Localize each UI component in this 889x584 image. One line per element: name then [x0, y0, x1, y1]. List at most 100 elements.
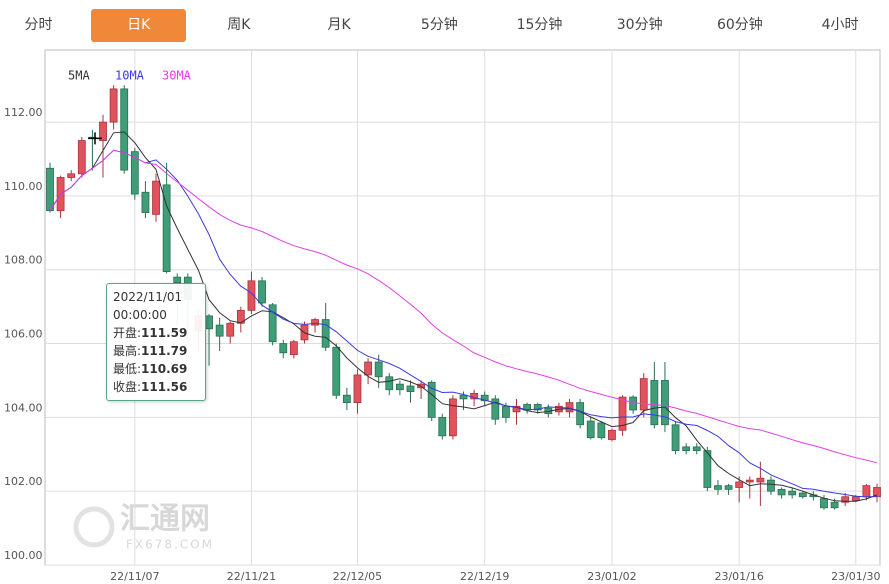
candle-body	[820, 498, 828, 509]
candle-body	[321, 319, 330, 348]
candle-body	[851, 496, 860, 501]
candle-body	[152, 180, 160, 215]
candle-body	[395, 383, 404, 391]
candle-body	[841, 496, 850, 503]
y-tick-label: 108.00	[4, 254, 43, 267]
candle-body	[512, 405, 521, 413]
y-tick-label: 100.00	[4, 549, 43, 562]
candle-body	[120, 88, 129, 171]
candle-body	[374, 361, 383, 378]
moving-average-line	[49, 149, 878, 464]
candle-body	[99, 121, 107, 141]
candle-body	[141, 191, 150, 213]
tooltip-row: 开盘:111.59	[113, 324, 199, 342]
tooltip-label: 最低:	[113, 362, 142, 376]
candle-body	[215, 324, 224, 337]
candle-body	[279, 343, 288, 354]
candle-body	[629, 396, 638, 411]
tooltip-value: 111.56	[141, 380, 188, 394]
candle-body	[862, 485, 871, 498]
candle-body	[459, 394, 468, 400]
tooltip-label: 收盘:	[113, 380, 142, 394]
candle-body	[692, 446, 701, 451]
watermark-name: 汇通网	[120, 502, 210, 537]
tooltip-time: 00:00:00	[113, 308, 167, 322]
candle-body	[502, 405, 510, 418]
candle-body	[714, 485, 722, 490]
candle-body	[406, 385, 415, 392]
tab[interactable]: 周K	[227, 17, 251, 33]
tooltip-label: 开盘:	[113, 326, 142, 340]
candle-body	[258, 280, 266, 304]
y-tick-label: 102.00	[4, 475, 43, 488]
y-tick-label: 110.00	[4, 180, 43, 193]
candle-body	[438, 416, 447, 437]
tab[interactable]: 60分钟	[716, 17, 763, 33]
tab[interactable]: 日K	[91, 9, 187, 42]
candle-body	[480, 394, 489, 402]
moving-average-line	[49, 149, 878, 498]
candle-body	[618, 396, 627, 431]
candle-body	[162, 184, 171, 272]
candle-body	[353, 374, 362, 404]
candle-body	[226, 322, 235, 337]
tooltip-label: 最高:	[113, 344, 142, 358]
tab[interactable]: 5分钟	[420, 17, 458, 33]
tab[interactable]: 分时	[24, 17, 53, 33]
candle-body	[342, 394, 351, 404]
candle-body	[777, 488, 786, 496]
watermark-site: FX678.COM	[126, 538, 214, 552]
candle-body	[67, 173, 76, 178]
candle-body	[576, 402, 585, 426]
candle-body	[533, 404, 542, 411]
candle-body	[247, 280, 256, 311]
x-tick-label: 22/11/21	[227, 570, 276, 583]
x-tick-label: 23/01/16	[714, 570, 763, 583]
candle-body	[661, 380, 669, 426]
ma-legend: 5MA	[68, 69, 90, 83]
ma-legend: 30MA	[162, 69, 192, 83]
watermark-logo	[73, 506, 115, 548]
candle-body	[735, 481, 744, 488]
candle-body	[586, 420, 595, 439]
candle-body	[332, 346, 341, 396]
tooltip-row: 收盘:111.56	[113, 378, 199, 396]
candle-body	[724, 485, 733, 490]
moving-average-line	[49, 131, 878, 502]
tab[interactable]: 15分钟	[516, 17, 563, 33]
candle-body	[491, 398, 500, 420]
tab[interactable]: 4小时	[821, 17, 859, 33]
candle-body	[130, 151, 139, 195]
candle-body	[364, 361, 372, 376]
ma-legend: 10MA	[115, 69, 145, 83]
candle-body	[703, 450, 712, 488]
tab[interactable]: 月K	[327, 17, 351, 33]
candle-body	[767, 479, 775, 492]
candle-body	[639, 378, 648, 411]
y-tick-label: 106.00	[4, 328, 43, 341]
tooltip-value: 111.79	[141, 344, 188, 358]
candle-body	[448, 398, 457, 437]
tab-bar: 分时 日K 周K 月K 5分钟 15分钟 30分钟 60分钟 4小时	[0, 0, 889, 48]
candle-body	[46, 167, 54, 212]
x-tick-label: 22/12/05	[333, 570, 382, 583]
candle-body	[830, 501, 839, 509]
y-tick-label: 104.00	[4, 401, 43, 414]
candle-body	[77, 140, 86, 175]
tooltip-row: 最低:110.69	[113, 360, 199, 378]
x-tick-label: 22/11/07	[110, 570, 159, 583]
candle-body	[798, 492, 807, 498]
y-tick-label: 112.00	[4, 106, 43, 119]
candle-body	[268, 304, 277, 343]
candle-body	[385, 376, 394, 391]
candle-body	[205, 315, 213, 330]
tab[interactable]: 30分钟	[616, 17, 663, 33]
candle-body	[565, 402, 574, 413]
candle-body	[788, 490, 797, 496]
candle-body	[109, 88, 118, 123]
candle-body	[289, 341, 298, 356]
candle-body	[608, 429, 616, 440]
candle-body	[745, 479, 754, 483]
